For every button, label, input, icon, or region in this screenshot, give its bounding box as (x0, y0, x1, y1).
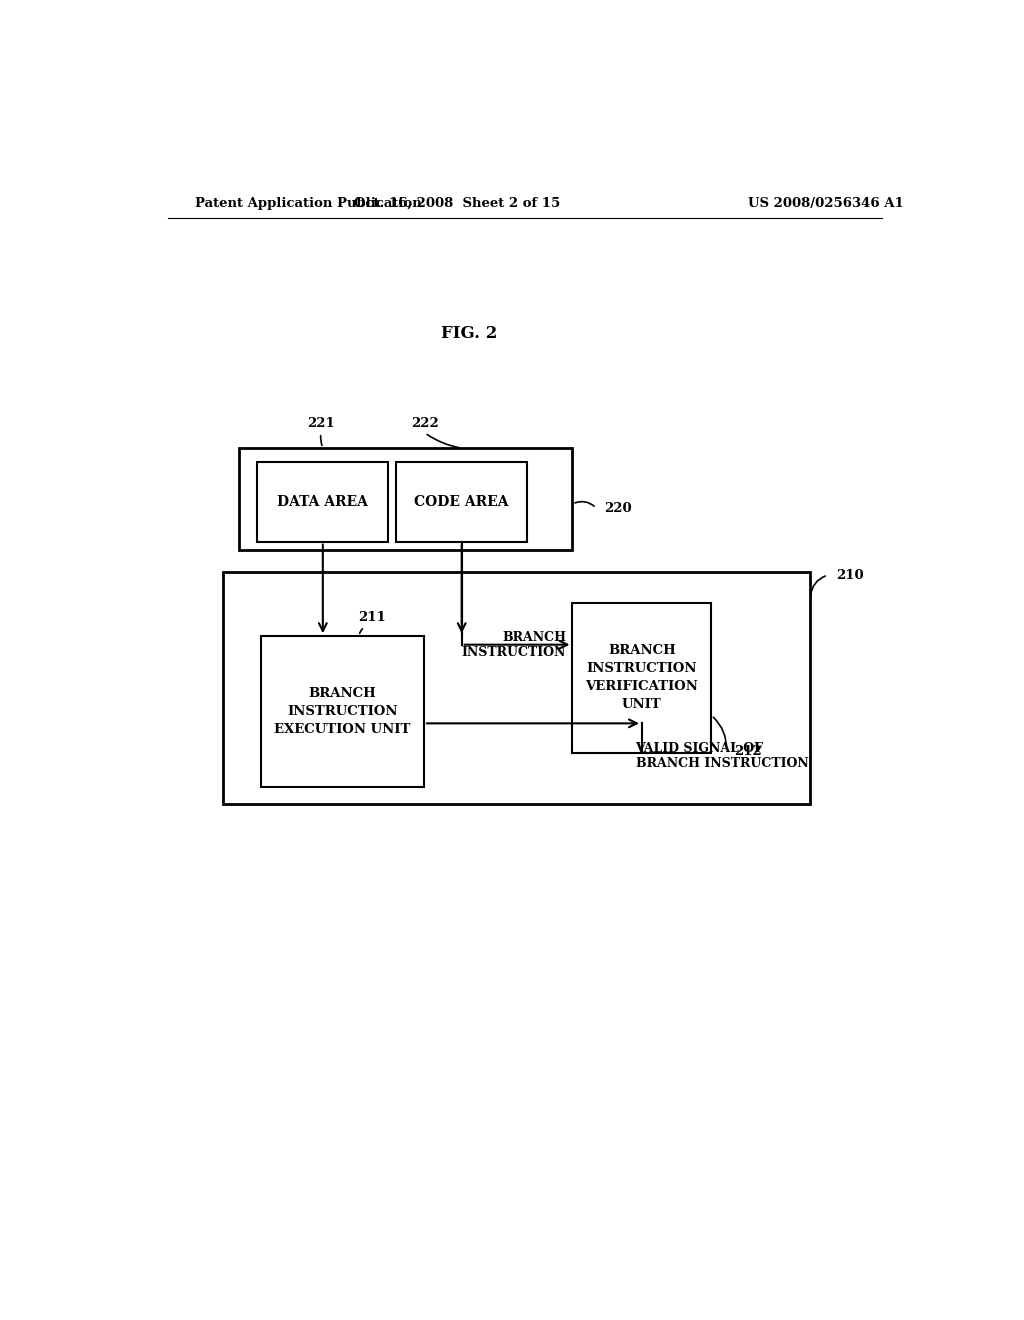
Text: Patent Application Publication: Patent Application Publication (196, 197, 422, 210)
Text: 211: 211 (358, 611, 386, 624)
Bar (240, 447, 572, 549)
Text: CODE AREA: CODE AREA (415, 495, 509, 510)
Text: FIG. 2: FIG. 2 (441, 325, 498, 342)
Text: 221: 221 (307, 417, 335, 430)
Bar (223, 572, 811, 804)
Bar (257, 462, 388, 541)
Text: US 2008/0256346 A1: US 2008/0256346 A1 (749, 197, 904, 210)
Text: VALID SIGNAL OF
BRANCH INSTRUCTION: VALID SIGNAL OF BRANCH INSTRUCTION (636, 742, 808, 770)
Text: 222: 222 (411, 417, 438, 430)
Bar (261, 636, 424, 787)
Text: 210: 210 (836, 569, 863, 582)
Text: 220: 220 (604, 502, 632, 515)
Text: BRANCH
INSTRUCTION: BRANCH INSTRUCTION (462, 631, 566, 659)
Text: Oct. 16, 2008  Sheet 2 of 15: Oct. 16, 2008 Sheet 2 of 15 (354, 197, 560, 210)
Text: DATA AREA: DATA AREA (278, 495, 369, 510)
Text: BRANCH
INSTRUCTION
VERIFICATION
UNIT: BRANCH INSTRUCTION VERIFICATION UNIT (586, 644, 698, 711)
Text: 212: 212 (734, 746, 762, 759)
Text: BRANCH
INSTRUCTION
EXECUTION UNIT: BRANCH INSTRUCTION EXECUTION UNIT (274, 686, 411, 735)
Bar (572, 602, 712, 752)
Bar (396, 462, 527, 541)
